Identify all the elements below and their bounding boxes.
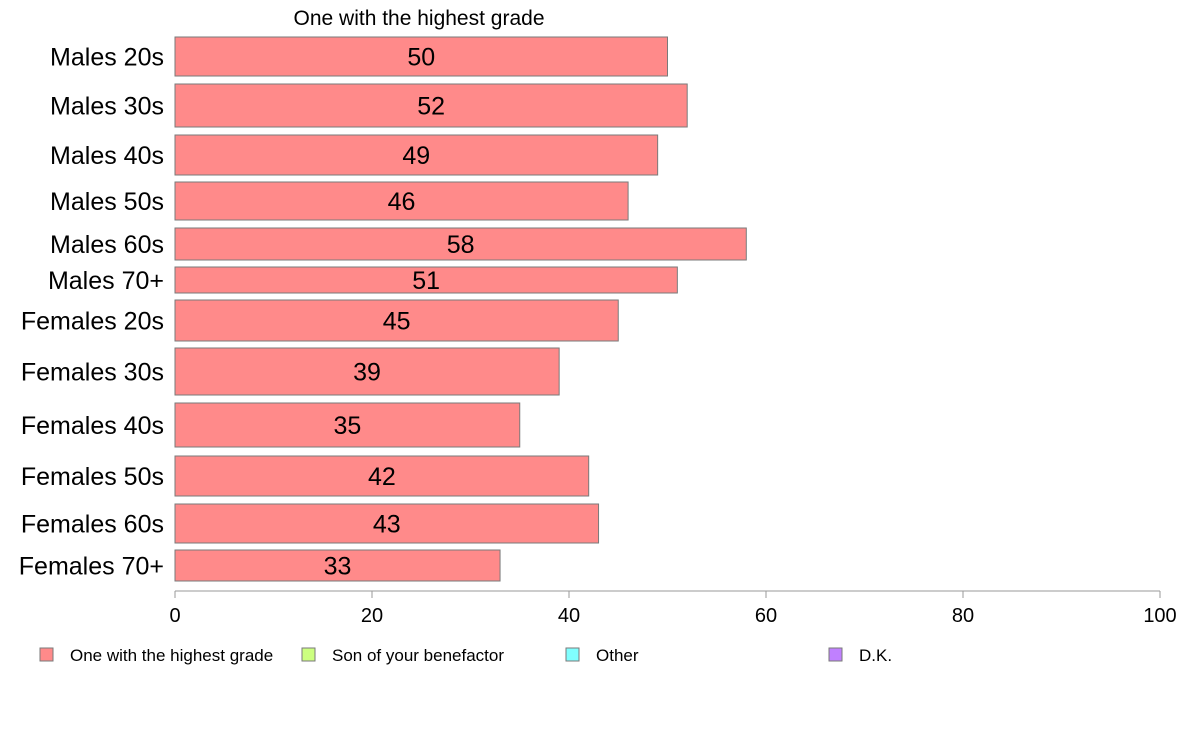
category-label: Males 70+ (48, 267, 164, 295)
legend-swatch (565, 647, 580, 662)
x-tick-label: 40 (558, 605, 580, 627)
data-label: 51 (412, 267, 440, 295)
category-label: Females 70+ (19, 553, 164, 581)
data-label: 58 (447, 231, 475, 259)
category-label: Males 50s (50, 188, 164, 216)
bar (174, 134, 659, 176)
bar (174, 181, 629, 221)
data-label: 42 (368, 463, 396, 491)
legend-swatch (39, 647, 54, 662)
legend-swatch (301, 647, 316, 662)
bar (174, 402, 521, 448)
bar (174, 36, 668, 77)
data-label: 50 (407, 44, 435, 72)
category-labels: Males 20s Males 30s Males 40s Males 50s Male… (19, 44, 164, 581)
legend-swatch (828, 647, 843, 662)
bar (174, 266, 678, 294)
bar (174, 299, 619, 342)
data-label: 43 (373, 511, 401, 539)
chart-title: One with the highest grade (294, 7, 545, 30)
category-label: Females 60s (21, 511, 164, 539)
legend-label: Other (596, 646, 639, 665)
category-label: Females 40s (21, 412, 164, 440)
data-label: 33 (324, 553, 352, 581)
data-label: 35 (333, 412, 361, 440)
x-tick-label: 20 (361, 605, 383, 627)
bar (174, 227, 747, 261)
legend-label: D.K. (859, 646, 892, 665)
bars (174, 36, 747, 582)
data-label: 45 (383, 308, 411, 336)
data-label: 39 (353, 359, 381, 387)
category-label: Males 40s (50, 142, 164, 170)
legend: One with the highest grade Son of your be… (39, 646, 892, 665)
data-label: 49 (402, 142, 430, 170)
bar (174, 83, 688, 128)
x-axis: 0 20 40 60 80 100 (169, 590, 1177, 627)
category-label: Males 30s (50, 93, 164, 121)
x-tick-label: 100 (1143, 605, 1176, 627)
data-label: 46 (388, 188, 416, 216)
category-label: Females 50s (21, 463, 164, 491)
legend-label: Son of your benefactor (332, 646, 504, 665)
x-tick-label: 0 (169, 605, 180, 627)
category-label: Males 20s (50, 44, 164, 72)
bar (174, 549, 501, 582)
category-label: Females 30s (21, 359, 164, 387)
bar (174, 503, 600, 544)
data-label: 52 (417, 93, 445, 121)
bar (174, 455, 590, 497)
category-label: Males 60s (50, 231, 164, 259)
legend-label: One with the highest grade (70, 646, 273, 665)
category-label: Females 20s (21, 308, 164, 336)
x-tick-label: 80 (952, 605, 974, 627)
x-tick-label: 60 (755, 605, 777, 627)
bar (174, 347, 560, 396)
